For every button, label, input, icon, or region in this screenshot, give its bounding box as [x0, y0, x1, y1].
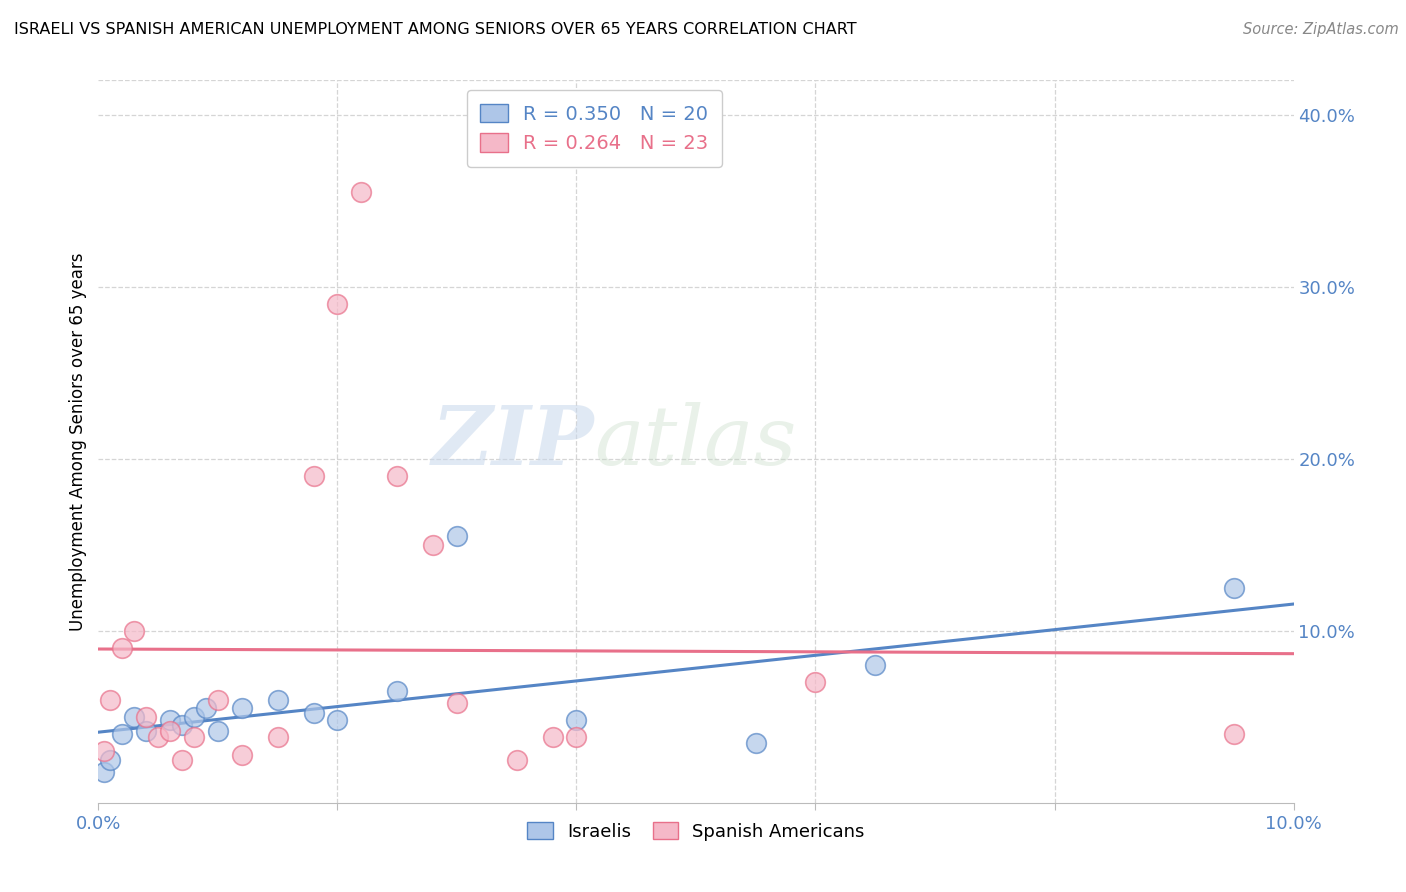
Point — [422, 538, 444, 552]
Point — [385, 684, 409, 698]
Point — [207, 692, 229, 706]
Y-axis label: Unemployment Among Seniors over 65 years: Unemployment Among Seniors over 65 years — [69, 252, 87, 631]
Point — [565, 731, 588, 745]
Point — [350, 185, 373, 199]
Text: Source: ZipAtlas.com: Source: ZipAtlas.com — [1243, 22, 1399, 37]
Point — [183, 731, 205, 745]
Point — [1223, 581, 1246, 595]
Point — [267, 731, 290, 745]
Point — [111, 727, 134, 741]
Point — [195, 701, 218, 715]
Point — [135, 723, 157, 738]
Text: atlas: atlas — [595, 401, 797, 482]
Point — [135, 710, 157, 724]
Point — [207, 723, 229, 738]
Point — [385, 469, 409, 483]
Legend: Israelis, Spanish Americans: Israelis, Spanish Americans — [520, 814, 872, 848]
Point — [183, 710, 205, 724]
Point — [565, 713, 588, 727]
Point — [148, 731, 170, 745]
Point — [267, 692, 290, 706]
Point — [93, 744, 115, 758]
Point — [172, 753, 194, 767]
Point — [231, 747, 253, 762]
Point — [302, 469, 325, 483]
Point — [98, 692, 122, 706]
Point — [326, 297, 349, 311]
Point — [93, 764, 115, 779]
Point — [1223, 727, 1246, 741]
Point — [124, 710, 146, 724]
Point — [231, 701, 253, 715]
Point — [446, 696, 468, 710]
Point — [804, 675, 827, 690]
Point — [111, 640, 134, 655]
Point — [98, 753, 122, 767]
Point — [172, 718, 194, 732]
Text: ZIP: ZIP — [432, 401, 595, 482]
Point — [865, 658, 887, 673]
Point — [159, 723, 181, 738]
Point — [506, 753, 529, 767]
Point — [745, 735, 768, 749]
Point — [541, 731, 564, 745]
Point — [124, 624, 146, 638]
Point — [302, 706, 325, 721]
Point — [446, 529, 468, 543]
Point — [159, 713, 181, 727]
Point — [326, 713, 349, 727]
Text: ISRAELI VS SPANISH AMERICAN UNEMPLOYMENT AMONG SENIORS OVER 65 YEARS CORRELATION: ISRAELI VS SPANISH AMERICAN UNEMPLOYMENT… — [14, 22, 856, 37]
